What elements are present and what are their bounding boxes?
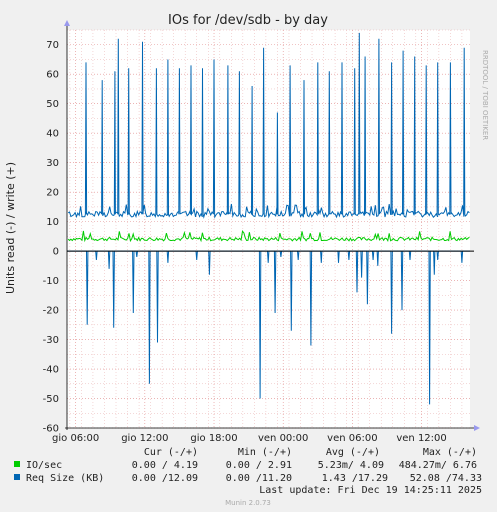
legend-avg-io: 5.23m/ 4.09: [318, 460, 384, 471]
y-tick-label: 10: [46, 217, 59, 228]
legend-name-io: IO/sec: [26, 460, 62, 471]
legend-avg-reqsize: 1.43 /17.29: [322, 473, 388, 484]
y-tick-labels: -60 -50 -40 -30 -20 -10 0 10 20 30 40 50 60 70: [43, 40, 59, 434]
munin-version: Munin 2.0.73: [225, 499, 271, 507]
chart-title: IOs for /dev/sdb - by day: [168, 13, 328, 28]
y-tick-label: 70: [46, 40, 59, 51]
y-tick-label: 30: [46, 158, 59, 169]
x-tick-labels: gio 06:00 gio 12:00 gio 18:00 ven 00:00 ven …: [52, 433, 447, 444]
y-tick-label: 40: [46, 129, 59, 140]
legend-max-reqsize: 52.08 /74.33: [410, 473, 482, 484]
x-tick-label: ven 06:00: [327, 433, 377, 444]
series-lines: [67, 32, 470, 405]
series-io-write: [67, 229, 470, 243]
legend-header-cur: Cur (-/+): [144, 447, 198, 458]
legend-header-min: Min (-/+): [238, 447, 292, 458]
legend-min-reqsize: 0.00 /11.20: [226, 473, 292, 484]
y-tick-label: -30: [43, 335, 59, 346]
y-tick-label: -50: [43, 394, 59, 405]
y-axis-arrow: [64, 20, 70, 26]
x-tick-label: gio 18:00: [190, 433, 237, 444]
last-update: Last update: Fri Dec 19 14:25:11 2025: [259, 485, 482, 496]
x-tick-label: gio 12:00: [121, 433, 168, 444]
y-tick-label: -40: [43, 365, 59, 376]
legend-swatch-io: [14, 461, 20, 467]
rrdtool-watermark: RRDTOOL / TOBI OETIKER: [481, 50, 489, 140]
grid-lines: [67, 29, 470, 429]
legend-cur-reqsize: 0.00 /12.09: [132, 473, 198, 484]
x-tick-label: ven 12:00: [396, 433, 446, 444]
y-tick-label: 20: [46, 188, 59, 199]
y-tick-label: 60: [46, 70, 59, 81]
y-tick-label: 50: [46, 99, 59, 110]
legend-swatch-reqsize: [14, 474, 20, 480]
legend-header-avg: Avg (-/+): [326, 447, 380, 458]
x-axis-arrow: [474, 425, 480, 431]
legend: Cur (-/+) Min (-/+) Avg (-/+) Max (-/+) …: [14, 447, 482, 496]
legend-cur-io: 0.00 / 4.19: [132, 460, 198, 471]
legend-header-max: Max (-/+): [423, 447, 477, 458]
x-tick-label: gio 06:00: [52, 433, 99, 444]
y-axis-label: Units read (-) / write (+): [4, 162, 17, 294]
legend-min-io: 0.00 / 2.91: [226, 460, 292, 471]
x-tick-label: ven 00:00: [258, 433, 308, 444]
legend-name-reqsize: Req Size (KB): [26, 473, 104, 484]
series-reqsize-write: [67, 32, 470, 219]
series-reqsize-read: [67, 250, 470, 405]
legend-max-io: 484.27m/ 6.76: [399, 460, 477, 471]
y-tick-label: -10: [43, 276, 59, 287]
axes: [64, 20, 480, 431]
y-tick-label: 0: [53, 247, 59, 258]
y-tick-label: -20: [43, 306, 59, 317]
y-tick-label: -60: [43, 424, 59, 435]
